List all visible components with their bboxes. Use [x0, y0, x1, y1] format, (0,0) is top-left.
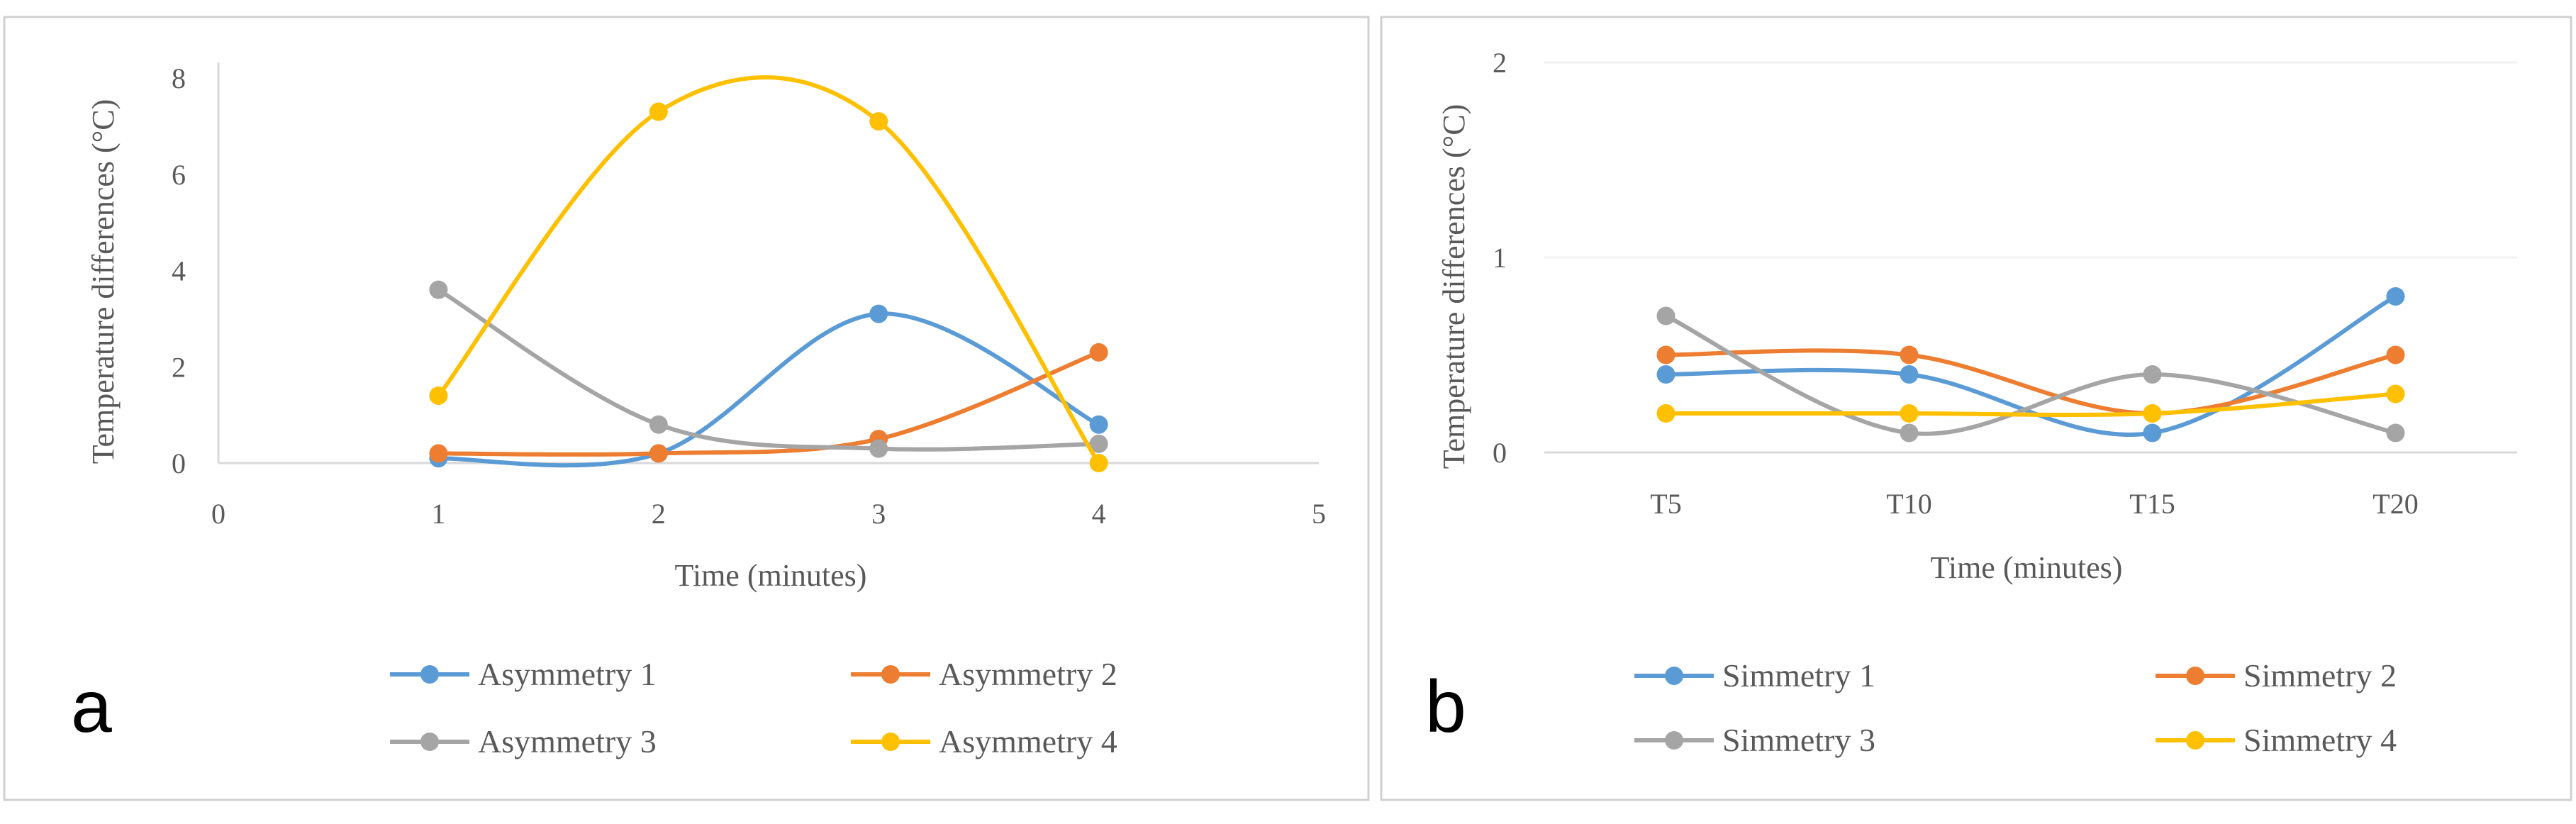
- data-point: [1089, 454, 1108, 472]
- legend-item: Simmetry 2: [2156, 657, 2397, 694]
- series-line: [436, 75, 1101, 465]
- x-tick-label: T15: [2129, 488, 2175, 520]
- panel-b-chart: 0 1 2 T5 T10 T15 T20 Time (minutes) Temperatu…: [1425, 47, 2517, 758]
- data-point: [1089, 343, 1108, 362]
- series-line: [436, 311, 1101, 468]
- legend-label: Simmetry 2: [2243, 657, 2397, 694]
- y-tick-label: 2: [1493, 47, 1507, 79]
- panel-label: a: [71, 666, 112, 748]
- data-point: [1656, 404, 1675, 423]
- legend-marker: [2186, 731, 2204, 750]
- legend-label: Simmetry 3: [1722, 722, 1875, 758]
- y-tick-label: 0: [1493, 437, 1507, 469]
- legend-marker: [420, 733, 439, 751]
- x-tick-label: 2: [652, 498, 666, 530]
- data-point: [2143, 423, 2162, 442]
- data-point: [649, 102, 668, 121]
- legend-marker: [881, 733, 900, 751]
- legend-item: Asymmetry 4: [851, 723, 1117, 759]
- data-point: [1900, 365, 1919, 384]
- data-point: [649, 415, 668, 434]
- series-asymmetry-1: [429, 304, 1108, 468]
- series-line: [436, 287, 1101, 452]
- data-point: [1656, 365, 1675, 384]
- legend-label: Asymmetry 2: [939, 656, 1117, 692]
- legend-marker: [2186, 667, 2204, 685]
- panel-label: b: [1425, 666, 1466, 748]
- data-point: [1900, 423, 1919, 442]
- data-point: [429, 280, 448, 299]
- x-tick-label: T10: [1886, 488, 1931, 520]
- data-point: [1900, 345, 1919, 364]
- data-point: [2143, 404, 2162, 423]
- data-point: [869, 112, 888, 131]
- legend-item: Simmetry 1: [1634, 657, 1875, 694]
- series-asymmetry-3: [429, 280, 1108, 458]
- y-tick-label: 0: [172, 447, 186, 479]
- legend-item: Simmetry 3: [1634, 722, 1875, 758]
- data-point: [1089, 434, 1108, 453]
- series-simmetry-4: [1656, 384, 2405, 423]
- data-point: [1656, 345, 1675, 364]
- data-point: [2386, 287, 2405, 306]
- legend-marker: [420, 665, 439, 684]
- data-point: [1900, 404, 1919, 423]
- data-point: [2386, 423, 2405, 442]
- y-axis-title: Temperature differences (°C): [86, 99, 121, 464]
- data-point: [2143, 365, 2162, 384]
- panel-a-frame: [3, 16, 1370, 801]
- series-asymmetry-4: [429, 75, 1108, 472]
- legend-label: Asymmetry 1: [478, 656, 657, 692]
- legend-item: Asymmetry 1: [390, 656, 657, 692]
- y-axis-title: Temperature differences (°C): [1437, 104, 1471, 469]
- x-axis-title: Time (minutes): [1931, 550, 2123, 585]
- series-simmetry-1: [1656, 287, 2405, 442]
- data-point: [2386, 384, 2405, 403]
- data-point: [2386, 345, 2405, 364]
- legend-label: Asymmetry 4: [939, 723, 1117, 759]
- x-tick-label: T5: [1650, 488, 1681, 520]
- legend-label: Simmetry 1: [1722, 657, 1875, 694]
- y-tick-label: 2: [172, 351, 186, 383]
- x-tick-label: 0: [211, 498, 225, 530]
- series-simmetry-3: [1656, 306, 2405, 442]
- data-point: [869, 304, 888, 323]
- x-tick-label: 5: [1312, 498, 1326, 530]
- series-line: [1663, 348, 2398, 416]
- x-tick-label: 3: [871, 498, 886, 530]
- legend-item: Simmetry 4: [2156, 722, 2397, 758]
- legend-marker: [1665, 731, 1683, 750]
- x-tick-label: 4: [1092, 498, 1106, 530]
- y-tick-label: 8: [172, 62, 186, 94]
- series-line: [1663, 313, 2398, 436]
- data-point: [429, 444, 448, 463]
- y-tick-label: 1: [1493, 242, 1507, 274]
- panel-a-chart: 0 2 4 6 8 0 1 2 3 4 5 Time (minutes) Temperature …: [71, 62, 1326, 759]
- data-point: [649, 444, 668, 463]
- y-tick-label: 6: [172, 159, 186, 191]
- legend-marker: [1665, 667, 1683, 685]
- legend-label: Asymmetry 3: [478, 723, 657, 759]
- series-line: [1663, 391, 2398, 418]
- x-tick-label: T20: [2373, 488, 2418, 520]
- data-point: [1656, 306, 1675, 325]
- legend-marker: [881, 665, 900, 684]
- y-tick-label: 4: [172, 255, 186, 287]
- data-point: [869, 439, 888, 458]
- x-axis-title: Time (minutes): [675, 558, 867, 593]
- data-point: [429, 386, 448, 405]
- series-line: [436, 350, 1101, 457]
- data-point: [1089, 415, 1108, 434]
- x-tick-label: 1: [431, 498, 445, 530]
- legend-item: Asymmetry 3: [390, 723, 657, 759]
- legend-item: Asymmetry 2: [851, 656, 1117, 692]
- panel-b-frame: [1380, 16, 2572, 801]
- legend-label: Simmetry 4: [2243, 722, 2397, 758]
